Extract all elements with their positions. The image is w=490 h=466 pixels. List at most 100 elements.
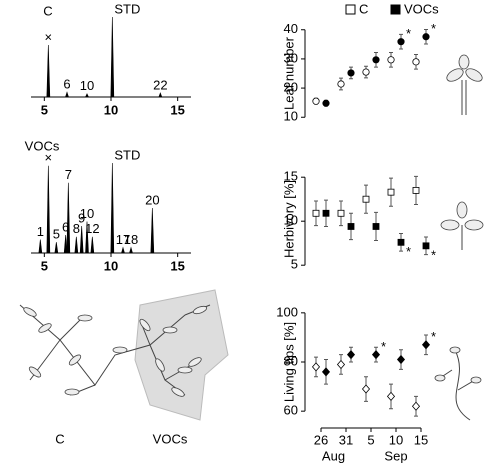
marker bbox=[387, 56, 395, 64]
marker bbox=[312, 209, 320, 217]
peak bbox=[66, 182, 71, 254]
y-tick-label: 60 bbox=[284, 403, 298, 418]
legend-marker bbox=[345, 4, 356, 15]
peak-label: 10 bbox=[80, 206, 94, 221]
x-tick-label: 5 bbox=[367, 432, 374, 447]
marker bbox=[337, 209, 345, 217]
legend-label: C bbox=[359, 1, 368, 16]
month-label: Sep bbox=[384, 448, 407, 463]
y-tick-label: 15 bbox=[284, 169, 298, 184]
peak bbox=[54, 242, 59, 254]
peak-label: 10 bbox=[80, 78, 94, 93]
marker bbox=[362, 68, 370, 76]
marker bbox=[347, 69, 355, 77]
x-tick-label: 26 bbox=[314, 432, 328, 447]
marker bbox=[422, 242, 430, 250]
marker bbox=[386, 391, 396, 402]
peak bbox=[79, 225, 84, 254]
y-tick-label: 20 bbox=[284, 80, 298, 95]
y-tick-label: 30 bbox=[284, 50, 298, 65]
peak bbox=[65, 91, 69, 98]
peak-label: 22 bbox=[153, 77, 167, 92]
peak-label: 8 bbox=[73, 221, 80, 236]
x-tick-label: 15 bbox=[414, 432, 428, 447]
peak bbox=[85, 221, 89, 254]
peak-label: 20 bbox=[145, 192, 159, 207]
y-tick-label: 80 bbox=[284, 353, 298, 368]
peak bbox=[85, 93, 89, 98]
peak-label: 7 bbox=[65, 167, 72, 182]
marker bbox=[412, 186, 420, 194]
peak bbox=[150, 207, 155, 254]
x-tick-label: 5 bbox=[41, 102, 48, 117]
y-tick-label: 40 bbox=[284, 21, 298, 36]
marker bbox=[336, 359, 346, 370]
peak-label: 5 bbox=[53, 227, 60, 242]
legend-label: VOCs bbox=[404, 1, 439, 16]
peak bbox=[129, 246, 133, 254]
x-tick-label: 10 bbox=[104, 258, 118, 273]
marker bbox=[322, 209, 330, 217]
peak-label: × bbox=[45, 29, 53, 44]
marker bbox=[421, 340, 431, 350]
y-tick-label: 10 bbox=[284, 213, 298, 228]
y-axis-label: Living tips [%] bbox=[281, 322, 296, 402]
marker bbox=[312, 97, 320, 105]
marker bbox=[422, 33, 430, 41]
y-axis-label: Herbivory [%] bbox=[281, 180, 296, 258]
y-axis-label: Leaf number bbox=[281, 36, 296, 110]
x-tick-label: 15 bbox=[170, 102, 184, 117]
illustration-label: C bbox=[55, 431, 64, 446]
peak bbox=[63, 234, 68, 254]
peak-label: 1 bbox=[37, 224, 44, 239]
x-tick-label: 10 bbox=[389, 432, 403, 447]
marker bbox=[397, 38, 405, 46]
x-tick-label: 10 bbox=[104, 102, 118, 117]
significance: * bbox=[406, 26, 411, 41]
marker bbox=[372, 223, 380, 230]
marker bbox=[346, 350, 356, 360]
marker bbox=[322, 99, 330, 107]
marker bbox=[361, 384, 371, 394]
peak-label: STD bbox=[114, 147, 140, 162]
peak bbox=[121, 246, 125, 254]
marker bbox=[371, 350, 381, 360]
significance: * bbox=[431, 329, 436, 344]
x-tick-label: 5 bbox=[41, 258, 48, 273]
peak-label: 9 bbox=[78, 210, 85, 225]
marker bbox=[362, 195, 370, 203]
marker bbox=[397, 238, 405, 246]
plant-illustration bbox=[19, 289, 229, 421]
significance: * bbox=[431, 21, 436, 36]
peak bbox=[158, 92, 163, 98]
peak-label: 12 bbox=[85, 221, 99, 236]
significance: * bbox=[381, 339, 386, 354]
x-tick-label: 31 bbox=[339, 432, 353, 447]
peak bbox=[90, 236, 95, 254]
marker bbox=[412, 58, 420, 66]
illustration-label: VOCs bbox=[153, 431, 188, 446]
chart-title: VOCs bbox=[25, 138, 60, 153]
peak-label: STD bbox=[114, 1, 140, 16]
peak bbox=[74, 236, 79, 254]
y-tick-label: 5 bbox=[291, 257, 298, 272]
marker bbox=[311, 362, 321, 372]
month-label: Aug bbox=[322, 448, 345, 463]
peak bbox=[38, 239, 43, 254]
marker bbox=[347, 223, 355, 230]
significance: * bbox=[431, 247, 436, 262]
marker bbox=[321, 367, 331, 377]
marker bbox=[396, 354, 406, 365]
peak bbox=[110, 16, 115, 98]
peak bbox=[46, 44, 51, 98]
peak-label: 18 bbox=[124, 232, 138, 247]
plant-icon bbox=[434, 54, 484, 421]
x-tick-label: 15 bbox=[170, 258, 184, 273]
y-tick-label: 10 bbox=[284, 109, 298, 124]
peak-label: 17 bbox=[116, 232, 130, 247]
marker bbox=[337, 80, 345, 88]
peak-label: × bbox=[45, 150, 53, 165]
y-tick-label: 100 bbox=[276, 304, 298, 319]
marker bbox=[411, 401, 421, 411]
